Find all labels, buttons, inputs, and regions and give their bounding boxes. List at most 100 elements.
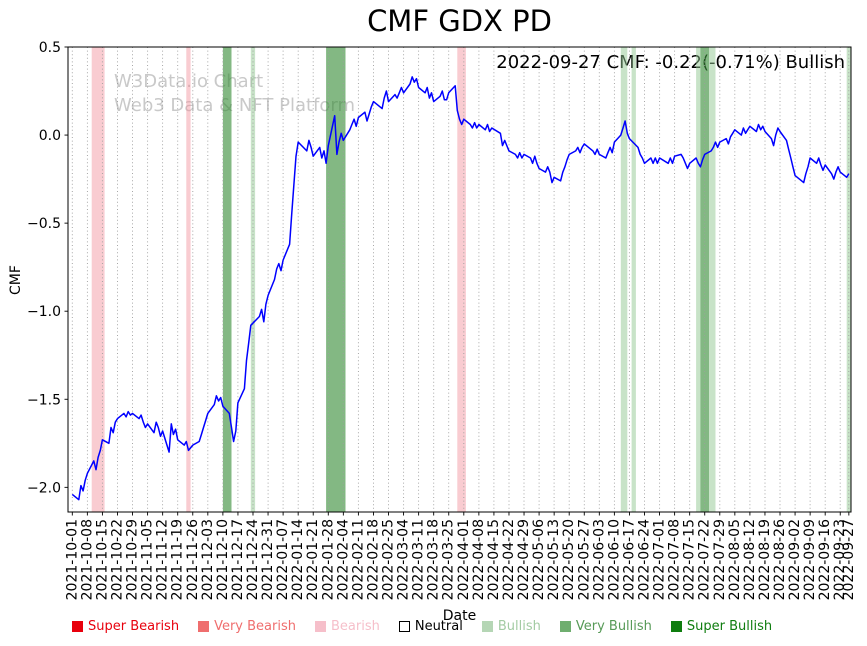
x-tick-label: 2022-09-09 <box>802 519 818 600</box>
x-tick-label: 2022-06-10 <box>606 519 622 600</box>
legend-label-bullish: Bullish <box>497 619 541 634</box>
legend-item-super-bearish: Super Bearish <box>72 619 179 634</box>
y-tick-label: 0.5 <box>39 40 61 56</box>
x-tick-label: 2022-04-01 <box>456 519 472 600</box>
legend-item-neutral: Neutral <box>398 619 463 634</box>
x-tick-label: 2022-05-13 <box>546 519 562 600</box>
legend-label-very-bearish: Very Bearish <box>214 619 296 634</box>
signal-band-bearish <box>91 47 105 512</box>
x-tick-label: 2021-12-17 <box>230 519 246 600</box>
x-tick-label: 2022-04-29 <box>516 519 532 600</box>
x-tick-label: 2021-11-19 <box>170 519 186 600</box>
x-tick-label: 2022-03-25 <box>441 519 457 600</box>
signal-band-bullish <box>846 47 851 512</box>
x-tick-label: 2021-11-05 <box>140 519 156 600</box>
legend-label-very-bullish: Very Bullish <box>575 619 652 634</box>
x-tick-label: 2022-07-01 <box>652 519 668 600</box>
legend-item-bearish: Bearish <box>314 619 380 634</box>
x-tick-label: 2022-06-17 <box>621 519 637 600</box>
legend-item-super-bullish: Super Bullish <box>670 619 773 634</box>
legend-swatch-bearish <box>314 621 326 632</box>
x-tick-label: 2022-05-06 <box>531 519 547 600</box>
legend-label-super-bullish: Super Bullish <box>686 619 773 634</box>
y-tick-label: −2.0 <box>27 480 61 496</box>
x-tick-label: 2022-06-03 <box>591 519 607 600</box>
x-tick-label: 2021-12-31 <box>260 519 276 600</box>
x-tick-label: 2021-12-24 <box>245 519 261 600</box>
legend-item-very-bullish: Very Bullish <box>559 619 652 634</box>
x-tick-label: 2022-09-16 <box>817 519 833 600</box>
x-tick-label: 2022-07-22 <box>697 519 713 600</box>
signal-band-bullish <box>620 47 628 512</box>
legend-label-bearish: Bearish <box>330 619 380 634</box>
x-tick-label: 2022-03-18 <box>426 519 442 600</box>
signal-band-very-bullish <box>700 47 709 512</box>
x-tick-label: 2022-04-15 <box>486 519 502 600</box>
x-tick-label: 2022-06-24 <box>636 519 652 600</box>
x-tick-label: 2022-02-25 <box>381 519 397 600</box>
x-tick-label: 2022-07-29 <box>712 519 728 600</box>
x-tick-label: 2022-07-15 <box>682 519 698 600</box>
x-tick-label: 2022-08-05 <box>727 519 743 600</box>
y-tick-label: 0.0 <box>39 128 61 144</box>
x-tick-label: 2022-05-27 <box>576 519 592 600</box>
x-tick-label: 2021-10-29 <box>125 519 141 600</box>
legend-label-super-bearish: Super Bearish <box>88 619 180 634</box>
x-tick-label: 2022-01-14 <box>290 519 306 600</box>
x-tick-label: 2022-03-04 <box>396 519 412 600</box>
x-tick-label: 2022-04-08 <box>471 519 487 600</box>
y-tick-label: −1.5 <box>27 392 61 408</box>
x-tick-label: 2021-10-15 <box>94 519 110 600</box>
x-tick-label: 2022-02-18 <box>365 519 381 600</box>
signal-band-very-bullish <box>326 47 346 512</box>
cmf-line <box>71 76 850 501</box>
y-tick-label: −0.5 <box>27 216 61 232</box>
x-tick-label: 2021-10-01 <box>64 519 80 600</box>
legend-label-neutral: Neutral <box>414 619 463 634</box>
x-tick-label: 2022-09-27 <box>841 519 857 600</box>
legend-swatch-very-bullish <box>559 621 571 632</box>
watermark-line2: Web3 Data & NFT Platform <box>114 95 356 116</box>
signal-band-bearish <box>186 47 191 512</box>
x-tick-label: 2021-12-03 <box>200 519 216 600</box>
x-tick-label: 2022-08-19 <box>757 519 773 600</box>
legend-swatch-super-bullish <box>670 621 682 632</box>
x-tick-label: 2022-01-21 <box>305 519 321 600</box>
legend-item-very-bearish: Very Bearish <box>198 619 296 634</box>
plot-border <box>67 46 852 513</box>
signal-band-bullish <box>709 47 716 512</box>
legend-swatch-bullish <box>481 621 493 632</box>
x-axis-label: Date <box>442 608 477 624</box>
x-tick-label: 2022-04-22 <box>501 519 517 600</box>
x-tick-label: 2022-08-26 <box>772 519 788 600</box>
signal-band-bullish <box>631 47 636 512</box>
legend-swatch-very-bearish <box>198 621 210 632</box>
x-tick-label: 2021-12-10 <box>215 519 231 600</box>
signal-band-very-bullish <box>222 47 232 512</box>
x-tick-label: 2021-11-26 <box>185 519 201 600</box>
x-tick-label: 2022-09-02 <box>787 519 803 600</box>
signal-band-bearish <box>457 47 466 512</box>
signal-band-bullish <box>250 47 256 512</box>
x-tick-label: 2021-11-12 <box>155 519 171 600</box>
x-tick-label: 2022-01-28 <box>320 519 336 600</box>
legend-swatch-super-bearish <box>72 621 83 632</box>
x-tick-label: 2022-01-07 <box>275 519 291 600</box>
chart-title: CMF GDX PD <box>367 4 552 38</box>
legend: Super Bearish Very Bearish Bearish Neutral B… <box>72 619 772 634</box>
x-tick-label: 2021-10-08 <box>79 519 95 600</box>
x-tick-label: 2022-08-12 <box>742 519 758 600</box>
x-tick-label: 2022-03-11 <box>411 519 427 600</box>
x-tick-label: 2022-09-23 <box>832 519 848 600</box>
x-tick-label: 2021-10-22 <box>109 519 125 600</box>
x-tick-label: 2022-02-11 <box>350 519 366 600</box>
cmf-annotation: 2022-09-27 CMF: -0.22(-0.71%) Bullish <box>496 52 845 73</box>
x-tick-label: 2022-05-20 <box>561 519 577 600</box>
legend-item-bullish: Bullish <box>481 619 541 634</box>
x-tick-label: 2022-02-04 <box>335 519 351 600</box>
signal-band-bullish <box>696 47 701 512</box>
y-tick-label: −1.0 <box>27 304 61 320</box>
x-tick-label: 2022-07-08 <box>667 519 683 600</box>
